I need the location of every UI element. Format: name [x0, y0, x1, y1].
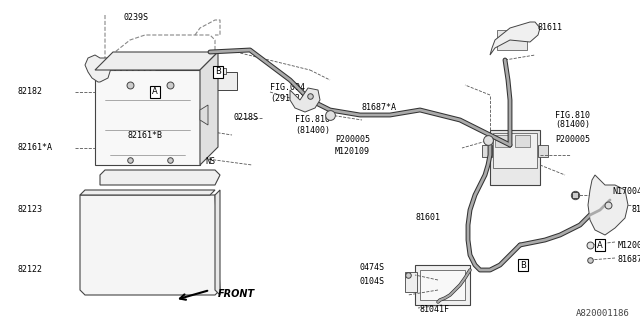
Text: 81687*A: 81687*A — [362, 103, 397, 113]
Bar — [215, 72, 237, 90]
Bar — [493, 133, 537, 168]
Text: M120097: M120097 — [618, 241, 640, 250]
Text: 0474S: 0474S — [360, 263, 385, 273]
Polygon shape — [80, 190, 215, 195]
Bar — [538, 145, 548, 157]
Bar — [497, 30, 527, 50]
Text: FIG.810: FIG.810 — [555, 110, 590, 119]
Text: (81400): (81400) — [295, 125, 330, 134]
Text: B: B — [520, 260, 526, 269]
Text: 82122: 82122 — [18, 266, 43, 275]
Bar — [95, 220, 205, 232]
Bar — [160, 240, 205, 252]
Text: 81611: 81611 — [538, 23, 563, 33]
Bar — [405, 272, 417, 292]
Text: (81400): (81400) — [555, 121, 590, 130]
Text: FRONT: FRONT — [218, 289, 255, 299]
Text: 0104S: 0104S — [360, 277, 385, 286]
Bar — [218, 68, 226, 74]
Bar — [125, 192, 180, 200]
Text: FIG.094: FIG.094 — [270, 84, 305, 92]
Polygon shape — [80, 195, 220, 295]
Polygon shape — [95, 52, 218, 70]
Bar — [95, 240, 150, 252]
Polygon shape — [200, 105, 208, 125]
Text: A: A — [597, 241, 603, 250]
Text: N170046: N170046 — [612, 188, 640, 196]
Polygon shape — [85, 55, 112, 82]
Text: B: B — [215, 68, 221, 76]
Bar — [495, 135, 510, 147]
Bar — [420, 270, 465, 300]
Bar — [130, 170, 180, 176]
Text: A820001186: A820001186 — [576, 308, 630, 317]
Polygon shape — [215, 190, 220, 295]
Text: M120109: M120109 — [335, 148, 370, 156]
Text: (29182): (29182) — [270, 93, 305, 102]
Bar — [515, 135, 530, 147]
Text: 82161*B: 82161*B — [128, 131, 163, 140]
Bar — [95, 260, 205, 275]
Text: 81041F: 81041F — [420, 306, 450, 315]
Text: P200005: P200005 — [555, 135, 590, 145]
Bar — [95, 70, 200, 165]
Text: FIG.810: FIG.810 — [295, 116, 330, 124]
Bar — [482, 145, 492, 157]
Polygon shape — [100, 170, 220, 185]
Text: 0218S: 0218S — [234, 114, 259, 123]
Bar — [490, 130, 540, 185]
Text: A: A — [152, 87, 158, 97]
Bar — [95, 200, 205, 212]
Polygon shape — [588, 175, 628, 235]
Text: 82123: 82123 — [18, 205, 43, 214]
Text: P200005: P200005 — [335, 135, 370, 145]
Text: 81608: 81608 — [632, 205, 640, 214]
Text: 82182: 82182 — [18, 87, 43, 97]
Text: 82161*A: 82161*A — [18, 143, 53, 153]
Text: 81601: 81601 — [415, 213, 440, 222]
Polygon shape — [200, 52, 218, 165]
Polygon shape — [290, 88, 320, 112]
Text: 81687*B: 81687*B — [618, 255, 640, 265]
Text: NS: NS — [205, 157, 215, 166]
Bar — [415, 265, 470, 305]
Polygon shape — [490, 22, 540, 55]
Text: 0239S: 0239S — [123, 13, 148, 22]
